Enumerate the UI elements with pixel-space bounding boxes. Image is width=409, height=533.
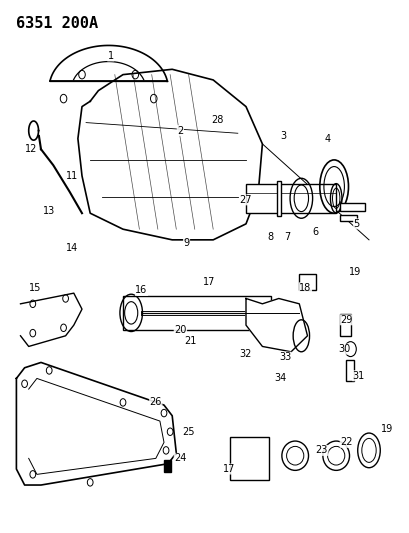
Text: 14: 14 — [65, 243, 78, 253]
Text: 28: 28 — [211, 115, 223, 125]
Text: 19: 19 — [348, 267, 360, 277]
Text: 29: 29 — [339, 315, 352, 325]
Bar — [276, 181, 280, 216]
Bar — [229, 437, 268, 480]
Text: 2: 2 — [177, 126, 183, 135]
Text: 26: 26 — [149, 398, 162, 407]
Bar — [346, 360, 353, 381]
Text: 30: 30 — [337, 344, 350, 354]
Polygon shape — [20, 293, 82, 346]
Text: 22: 22 — [339, 438, 352, 447]
Text: 32: 32 — [239, 350, 252, 359]
Text: 12: 12 — [25, 144, 37, 154]
Text: 15: 15 — [29, 283, 41, 293]
Text: 17: 17 — [223, 464, 235, 474]
Polygon shape — [245, 298, 307, 352]
Bar — [339, 314, 350, 336]
Bar — [123, 296, 270, 330]
Text: 3: 3 — [279, 131, 285, 141]
Text: 27: 27 — [239, 195, 252, 205]
Text: 20: 20 — [174, 326, 186, 335]
Text: 25: 25 — [182, 427, 194, 437]
Text: 23: 23 — [315, 446, 327, 455]
Bar — [339, 215, 356, 221]
Text: 6351 200A: 6351 200A — [16, 16, 98, 31]
Text: 31: 31 — [352, 371, 364, 381]
Text: 17: 17 — [202, 278, 215, 287]
Text: 9: 9 — [183, 238, 189, 247]
Text: 34: 34 — [274, 374, 286, 383]
Text: 1: 1 — [108, 51, 113, 61]
Bar — [245, 184, 335, 213]
Bar — [299, 274, 315, 290]
Text: 33: 33 — [278, 352, 290, 362]
Text: 24: 24 — [174, 454, 186, 463]
Text: 11: 11 — [65, 171, 78, 181]
Text: 18: 18 — [299, 283, 311, 293]
Text: 13: 13 — [43, 206, 55, 215]
Polygon shape — [50, 45, 167, 82]
Text: 5: 5 — [353, 219, 359, 229]
Text: 21: 21 — [184, 336, 196, 346]
Text: 4: 4 — [324, 134, 330, 143]
Polygon shape — [16, 362, 176, 485]
Text: 8: 8 — [267, 232, 273, 242]
Bar — [164, 460, 171, 472]
Text: 19: 19 — [380, 424, 393, 434]
Text: 7: 7 — [283, 232, 290, 242]
Bar — [339, 203, 364, 211]
Text: 16: 16 — [135, 286, 147, 295]
Polygon shape — [78, 69, 262, 240]
Text: 6: 6 — [312, 227, 318, 237]
